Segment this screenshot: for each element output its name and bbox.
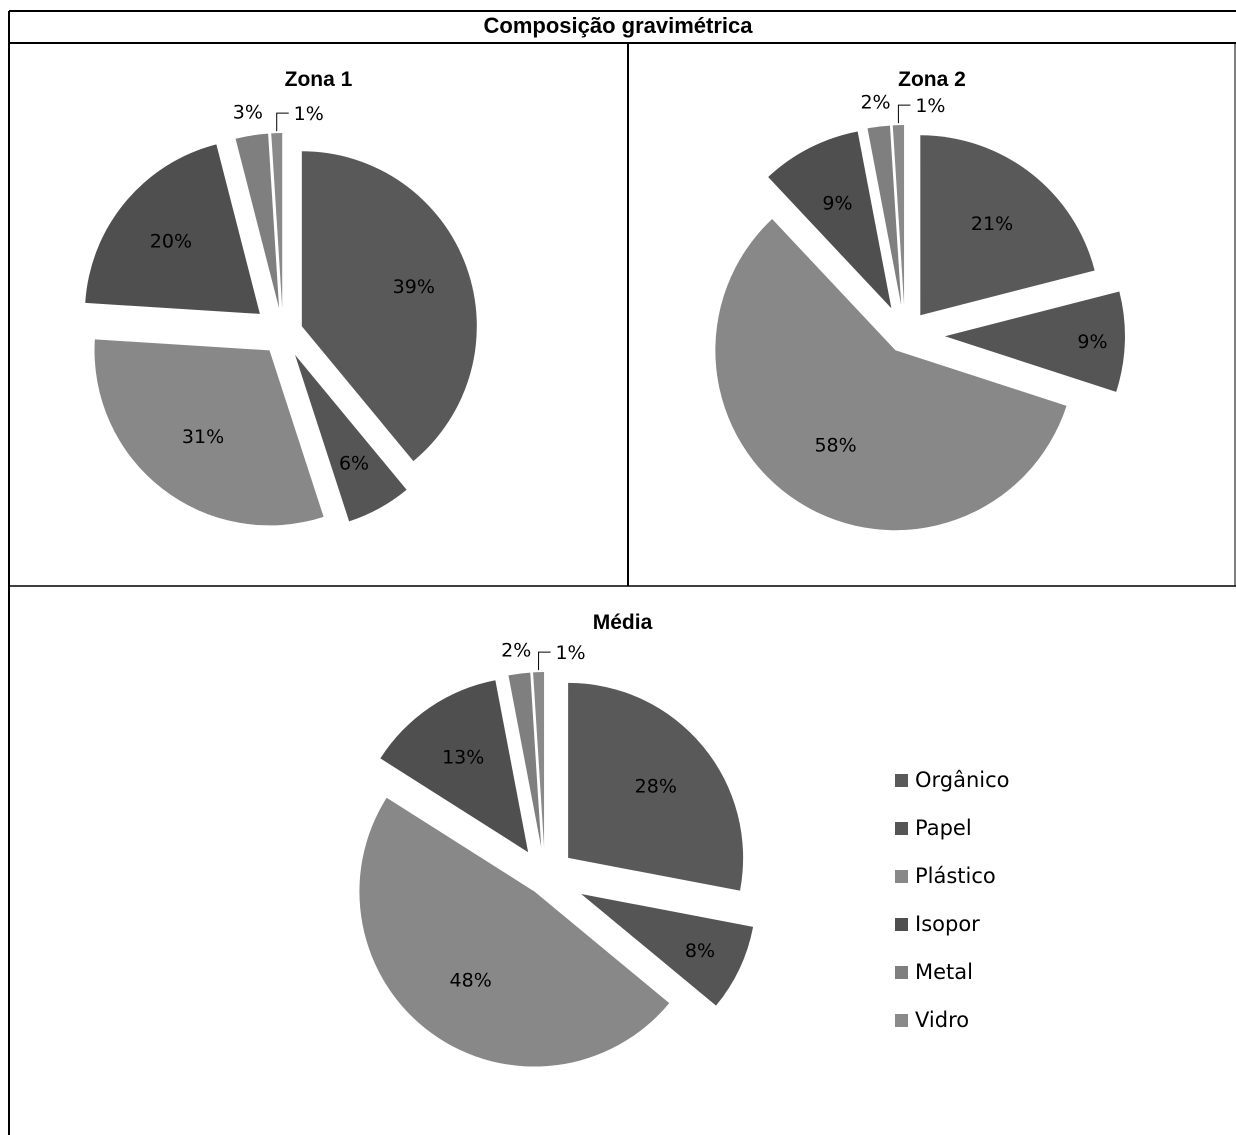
- page-title: Composição gravimétrica: [483, 13, 753, 38]
- legend-label: Papel: [915, 816, 972, 840]
- pie-slice-isopor: [380, 680, 529, 853]
- data-label-vidro: 1%: [555, 642, 585, 664]
- legend-swatch: [895, 773, 908, 787]
- pie-slice-organico: [568, 682, 744, 891]
- pie-media: 28% 8% 48% 13% 2% 1%: [359, 639, 754, 1067]
- pie-zona-2: 21% 9% 58% 9% 2% 1%: [715, 92, 1125, 531]
- legend-label: Plástico: [915, 864, 996, 888]
- pie-slice-isopor: [768, 131, 892, 309]
- legend-swatch: [895, 821, 908, 835]
- pie-slice-organico: [301, 151, 477, 462]
- data-label-plastico: 48%: [450, 969, 492, 991]
- data-label-papel: 8%: [685, 940, 715, 962]
- data-label-isopor: 13%: [442, 747, 484, 769]
- pie-slice-metal: [508, 672, 542, 848]
- data-label-isopor: 20%: [150, 230, 192, 252]
- legend-item-metal: Metal: [895, 948, 1010, 996]
- data-label-metal: 2%: [501, 639, 531, 661]
- legend: Orgânico Papel Plástico Isopor Metal Vid…: [895, 756, 1010, 1044]
- legend-label: Metal: [915, 960, 973, 984]
- data-label-metal: 3%: [233, 101, 263, 123]
- chart-title-zona-2: Zona 2: [898, 68, 966, 91]
- pie-slice-vidro: [892, 125, 905, 306]
- pie-slice-vidro: [271, 133, 283, 309]
- pie-slice-organico: [920, 135, 1095, 316]
- data-label-vidro: 1%: [915, 95, 945, 117]
- chart-title-zona-1: Zona 1: [284, 68, 353, 91]
- data-label-plastico: 31%: [182, 426, 224, 448]
- pie-slice-metal: [867, 125, 902, 306]
- chart-title-media: Média: [592, 611, 653, 634]
- data-label-isopor: 9%: [822, 192, 852, 214]
- legend-swatch: [895, 869, 908, 883]
- legend-label: Orgânico: [915, 768, 1010, 792]
- pie-slice-plastico: [715, 218, 1067, 531]
- legend-item-organico: Orgânico: [895, 756, 1010, 804]
- data-label-plastico: 58%: [814, 434, 856, 456]
- data-label-organico: 28%: [635, 775, 677, 797]
- legend-label: Vidro: [915, 1008, 970, 1032]
- data-label-papel: 9%: [1077, 331, 1107, 353]
- legend-item-vidro: Vidro: [895, 996, 1010, 1044]
- pie-slice-plastico: [359, 797, 670, 1067]
- data-label-metal: 2%: [860, 92, 890, 114]
- pie-slice-papel: [944, 291, 1125, 392]
- data-label-organico: 39%: [393, 276, 435, 298]
- leader-line: [538, 651, 551, 671]
- pie-slice-plastico: [94, 339, 324, 526]
- legend-item-plastico: Plástico: [895, 852, 1010, 900]
- pie-slice-isopor: [85, 144, 260, 314]
- legend-item-papel: Papel: [895, 804, 1010, 852]
- pie-slice-metal: [235, 133, 280, 309]
- data-label-papel: 6%: [339, 452, 369, 474]
- leader-line: [276, 112, 289, 132]
- legend-swatch: [895, 917, 908, 931]
- legend-swatch: [895, 965, 908, 979]
- data-label-organico: 21%: [971, 213, 1013, 235]
- legend-item-isopor: Isopor: [895, 900, 1010, 948]
- legend-swatch: [895, 1013, 908, 1027]
- pie-slice-papel: [581, 894, 754, 1006]
- pie-slice-papel: [295, 354, 407, 522]
- pie-slice-vidro: [533, 672, 545, 848]
- leader-line: [897, 104, 911, 124]
- legend-label: Isopor: [915, 912, 980, 936]
- pie-zona-1: 39% 6% 31% 20% 3% 1%: [85, 101, 477, 526]
- data-label-vidro: 1%: [294, 103, 324, 125]
